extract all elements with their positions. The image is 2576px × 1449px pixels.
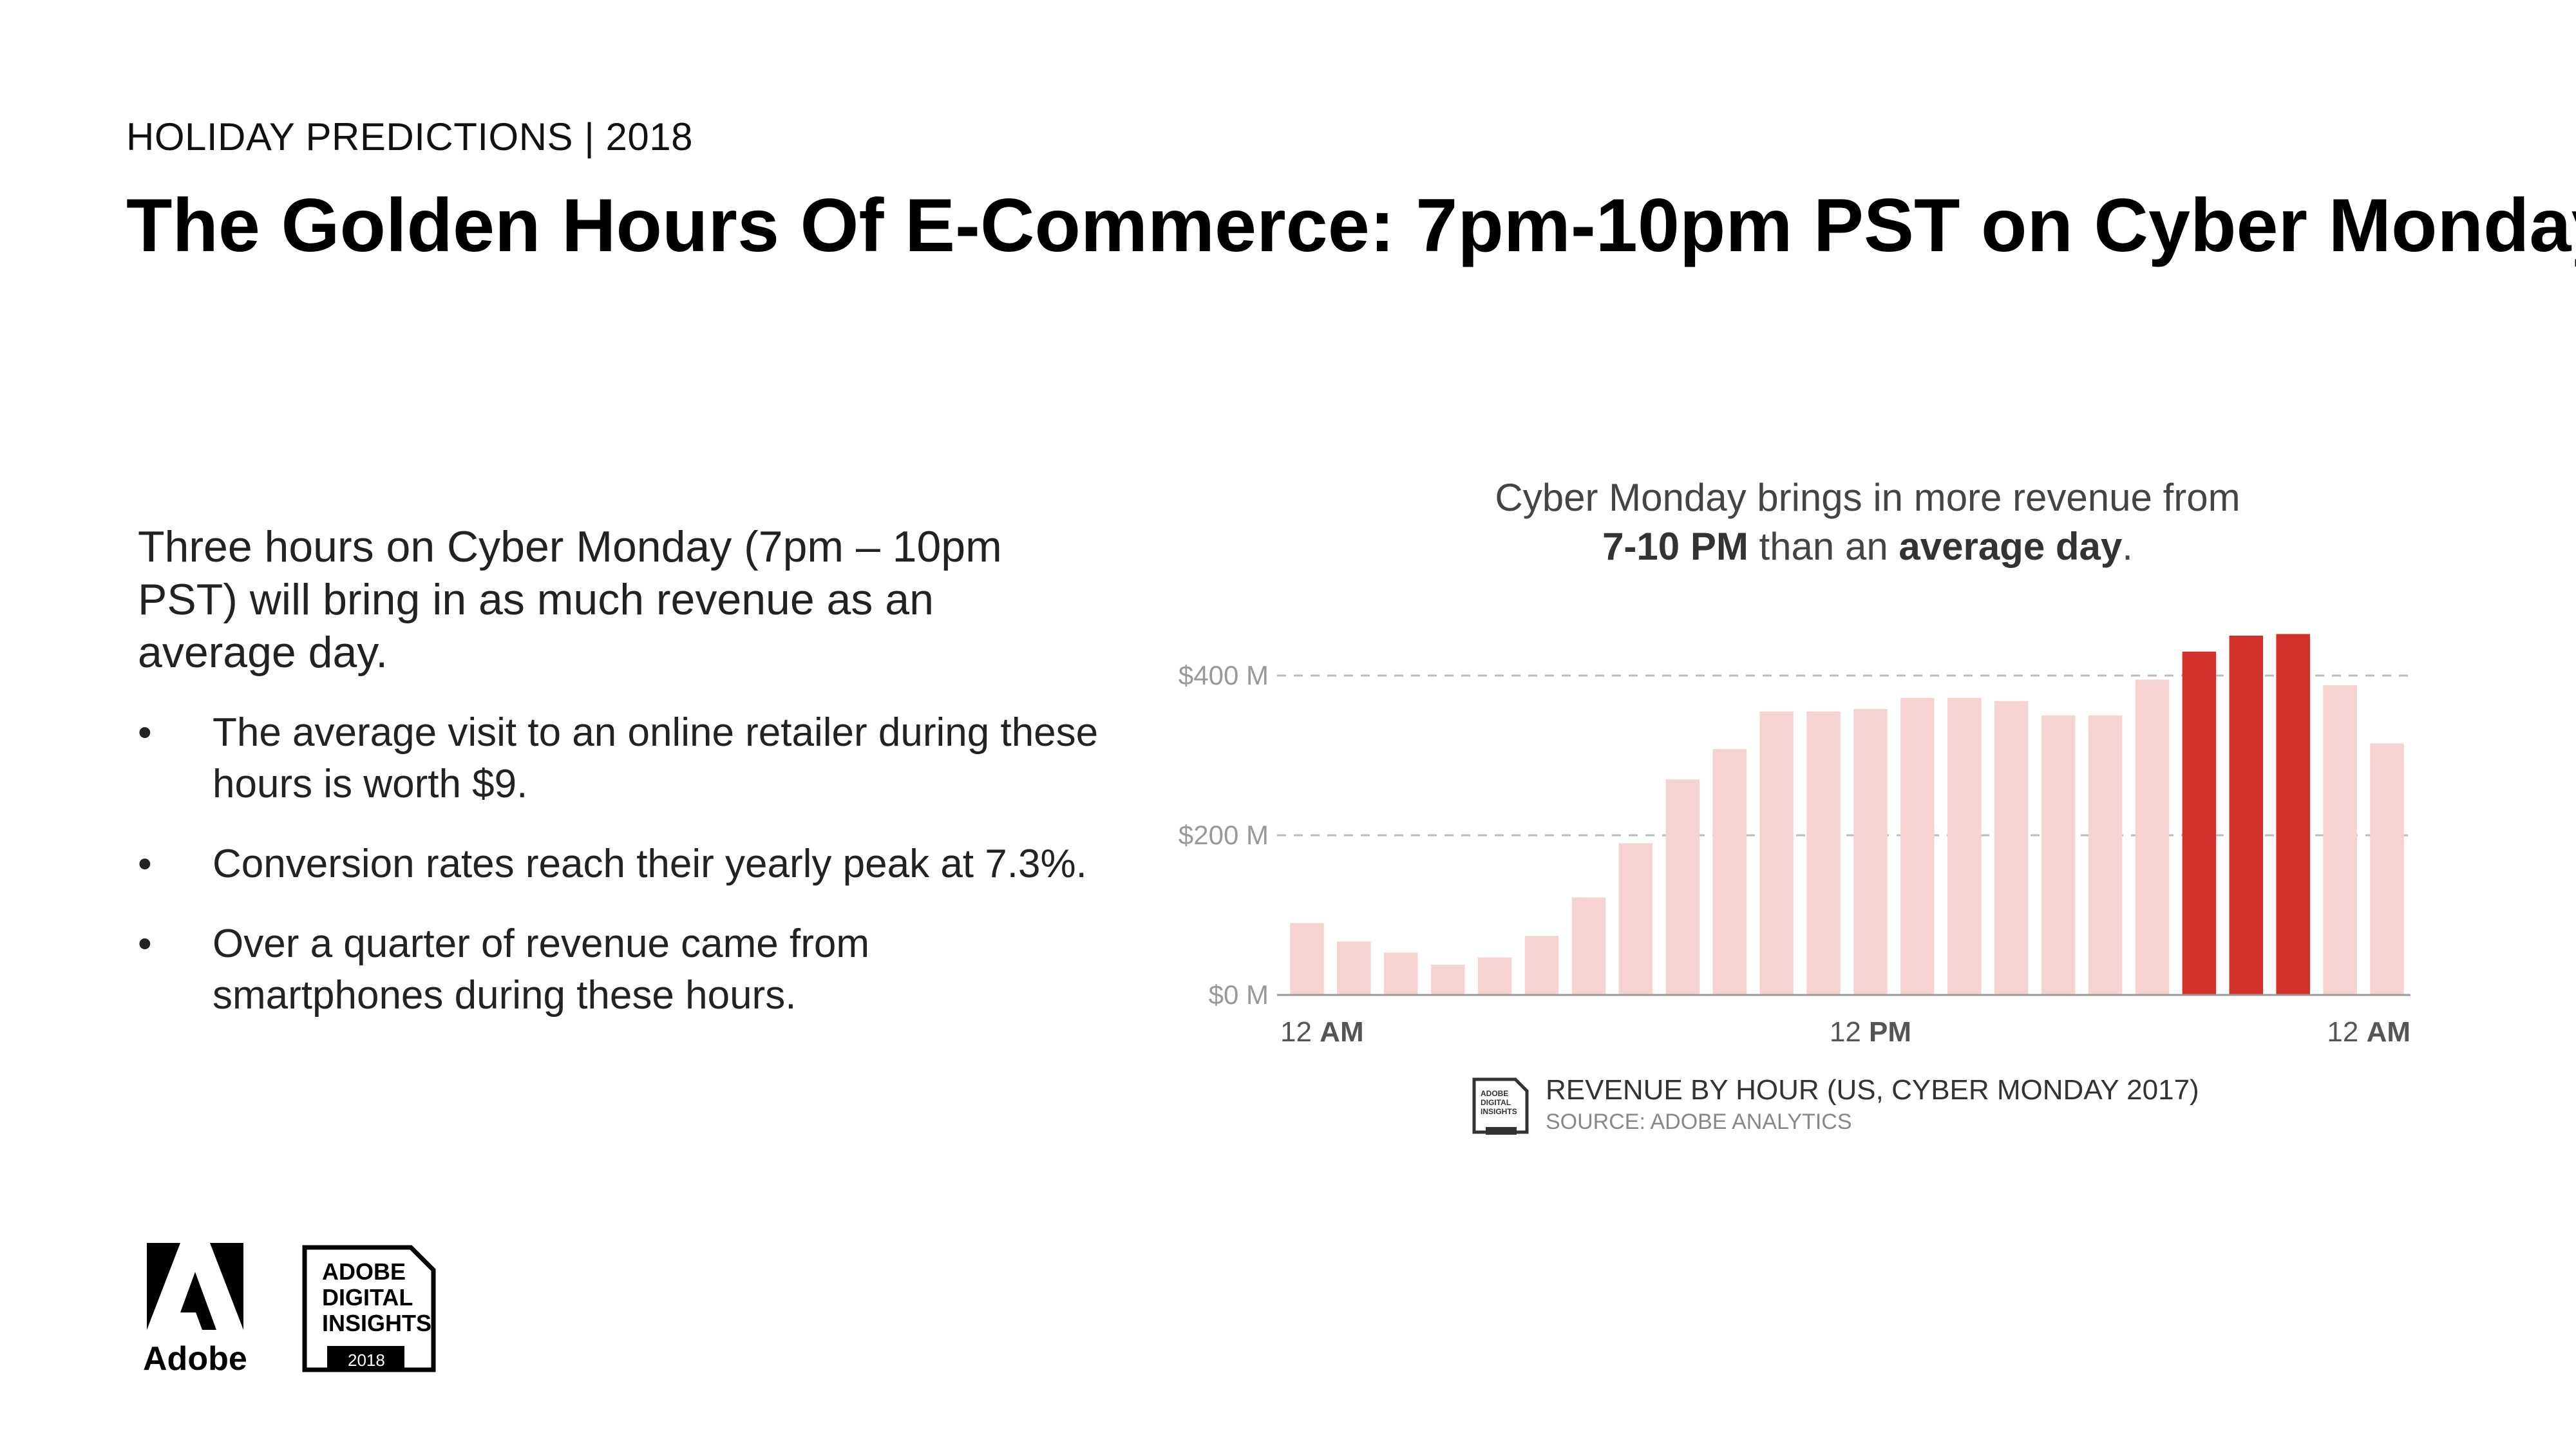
chart-title: REVENUE BY HOUR (US, CYBER MONDAY 2017)	[1546, 1074, 2199, 1106]
y-tick-label: $0 M	[1209, 980, 1269, 1010]
bullet-dot-icon: •	[138, 710, 152, 755]
bullet-text: Conversion rates reach their yearly peak…	[213, 842, 1087, 886]
y-tick-label: $400 M	[1179, 660, 1269, 690]
bullet-item: • Over a quarter of revenue came from sma…	[138, 918, 1104, 1021]
bar	[1806, 711, 1841, 995]
caption-period: .	[2122, 525, 2133, 568]
bar	[2088, 715, 2123, 995]
bar	[1337, 941, 1371, 995]
chart-caption: Cyber Monday brings in more revenue from…	[1417, 473, 2318, 571]
insights-badge-text: ADOBE DIGITAL INSIGHTS	[322, 1259, 431, 1336]
bar	[1477, 957, 1512, 995]
revenue-bar-chart: $0 M $200 M $400 M 12 AM 12 PM 12 AM	[1179, 634, 2410, 1048]
lead-paragraph: Three hours on Cyber Monday (7pm – 10pm …	[138, 522, 1002, 677]
bar	[1524, 936, 1559, 995]
bar	[1712, 749, 1747, 995]
bullet-text: The average visit to an online retailer …	[213, 710, 1099, 806]
mini-insights-badge-icon: ADOBE DIGITAL INSIGHTS	[1472, 1077, 1529, 1135]
adobe-wordmark: Adobe	[143, 1340, 247, 1378]
chart-source: SOURCE: ADOBE ANALYTICS	[1546, 1110, 1852, 1134]
bar	[1759, 711, 1794, 995]
bar	[2135, 679, 2170, 995]
bar	[1571, 897, 1606, 995]
bar	[1618, 843, 1653, 995]
mini-badge-line: INSIGHTS	[1481, 1107, 1517, 1116]
bar	[1430, 964, 1465, 995]
bar-highlight	[2182, 651, 2217, 995]
bar	[1994, 701, 2029, 995]
chart-caption-line1: Cyber Monday brings in more revenue from	[1495, 476, 2240, 519]
bullet-item: • Conversion rates reach their yearly pea…	[138, 838, 1104, 890]
chart-caption-line2: 7-10 PM than an average day.	[1417, 522, 2318, 571]
badge-line: DIGITAL	[322, 1284, 413, 1311]
page-title: The Golden Hours Of E-Commerce: 7pm-10pm…	[126, 183, 2576, 267]
mini-badge-line: DIGITAL	[1481, 1098, 1511, 1107]
caption-bold-hours: 7-10 PM	[1602, 525, 1748, 568]
bar	[1900, 697, 1935, 995]
bar	[1665, 779, 1700, 995]
bar	[2041, 715, 2076, 995]
bullet-list: • The average visit to an online retailer…	[138, 707, 1104, 1021]
bar	[2370, 743, 2404, 995]
mini-badge-line: ADOBE	[1481, 1089, 1508, 1098]
bullet-item: • The average visit to an online retailer…	[138, 707, 1104, 810]
y-tick-label: $200 M	[1179, 820, 1269, 850]
badge-line: INSIGHTS	[322, 1310, 432, 1336]
bar	[1947, 697, 1982, 995]
badge-year: 2018	[348, 1350, 385, 1370]
bullet-dot-icon: •	[138, 922, 152, 966]
summary-panel: Three hours on Cyber Monday (7pm – 10pm …	[138, 520, 1104, 1050]
bar	[1290, 923, 1324, 995]
x-tick-label: 12 AM	[2327, 1016, 2410, 1048]
bar-highlight	[2276, 634, 2310, 995]
bar-highlight	[2229, 636, 2264, 995]
adobe-logo-icon	[147, 1243, 243, 1330]
eyebrow-label: HOLIDAY PREDICTIONS | 2018	[126, 115, 693, 158]
caption-connector: than an	[1748, 525, 1899, 568]
badge-line: ADOBE	[322, 1258, 406, 1285]
bullet-dot-icon: •	[138, 842, 152, 886]
caption-bold-average: average day	[1899, 525, 2123, 568]
bullet-text: Over a quarter of revenue came from smar…	[213, 922, 870, 1018]
digital-insights-badge-icon	[302, 1245, 436, 1372]
bar	[1384, 952, 1418, 995]
bar	[2323, 685, 2357, 995]
bar	[1853, 709, 1888, 995]
x-tick-label: 12 PM	[1830, 1016, 1911, 1048]
x-tick-label: 12 AM	[1280, 1016, 1364, 1048]
